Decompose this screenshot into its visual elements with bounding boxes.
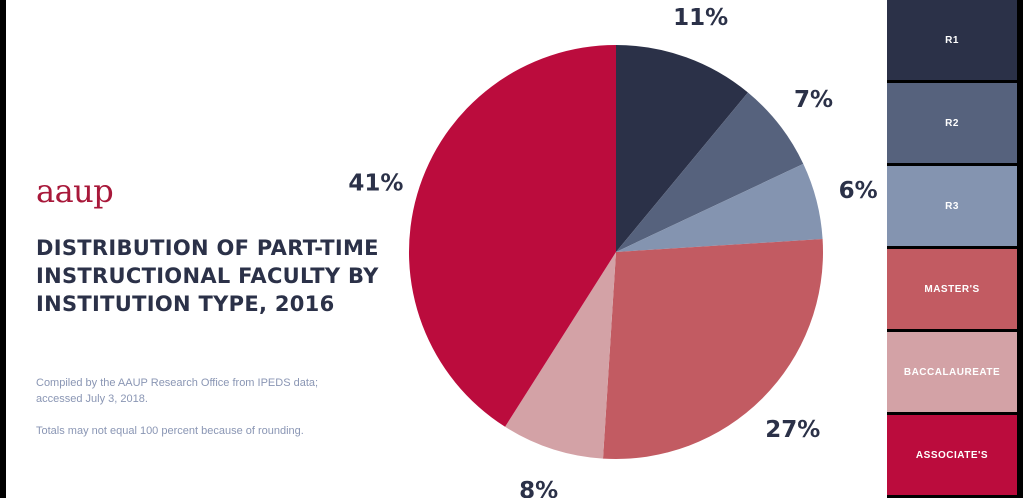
legend-item-r3: R3 bbox=[887, 166, 1017, 246]
data-label-r3: 6% bbox=[839, 178, 878, 204]
data-label-master-s: 27% bbox=[765, 417, 820, 443]
legend: R1 R2 R3 MASTER'S BACCALAUREATE ASSOCIATE'S bbox=[887, 0, 1017, 498]
data-label-r1: 11% bbox=[673, 5, 728, 31]
rounding-note: Totals may not equal 100 percent because… bbox=[36, 425, 304, 437]
legend-item-baccalaureate: BACCALAUREATE bbox=[887, 332, 1017, 412]
legend-item-associate-s: ASSOCIATE'S bbox=[887, 415, 1017, 495]
pie-slice-r1 bbox=[616, 45, 748, 252]
pie-slice-master-s bbox=[603, 239, 823, 459]
chart-title: DISTRIBUTION OF PART-TIME INSTRUCTIONAL … bbox=[36, 236, 379, 316]
legend-item-master-s: MASTER'S bbox=[887, 249, 1017, 329]
pie-slice-r3 bbox=[616, 163, 823, 252]
data-label-r2: 7% bbox=[794, 87, 833, 113]
pie-slice-baccalaureate bbox=[505, 252, 616, 459]
chart-canvas: aaup DISTRIBUTION OF PART-TIME INSTRUCTI… bbox=[6, 0, 1017, 498]
source-note: Compiled by the AAUP Research Office fro… bbox=[36, 377, 319, 405]
pie-chart: 11% 7% 6% 27% 8% 41% bbox=[348, 5, 878, 498]
data-label-baccalaureate: 8% bbox=[519, 478, 558, 498]
pie-slice-r2 bbox=[616, 92, 804, 252]
aaup-logo: aaup bbox=[36, 172, 114, 210]
pie-slice-associate-s bbox=[408, 45, 616, 427]
legend-item-r1: R1 bbox=[887, 0, 1017, 80]
legend-item-r2: R2 bbox=[887, 83, 1017, 163]
data-label-associate-s: 41% bbox=[348, 170, 403, 196]
